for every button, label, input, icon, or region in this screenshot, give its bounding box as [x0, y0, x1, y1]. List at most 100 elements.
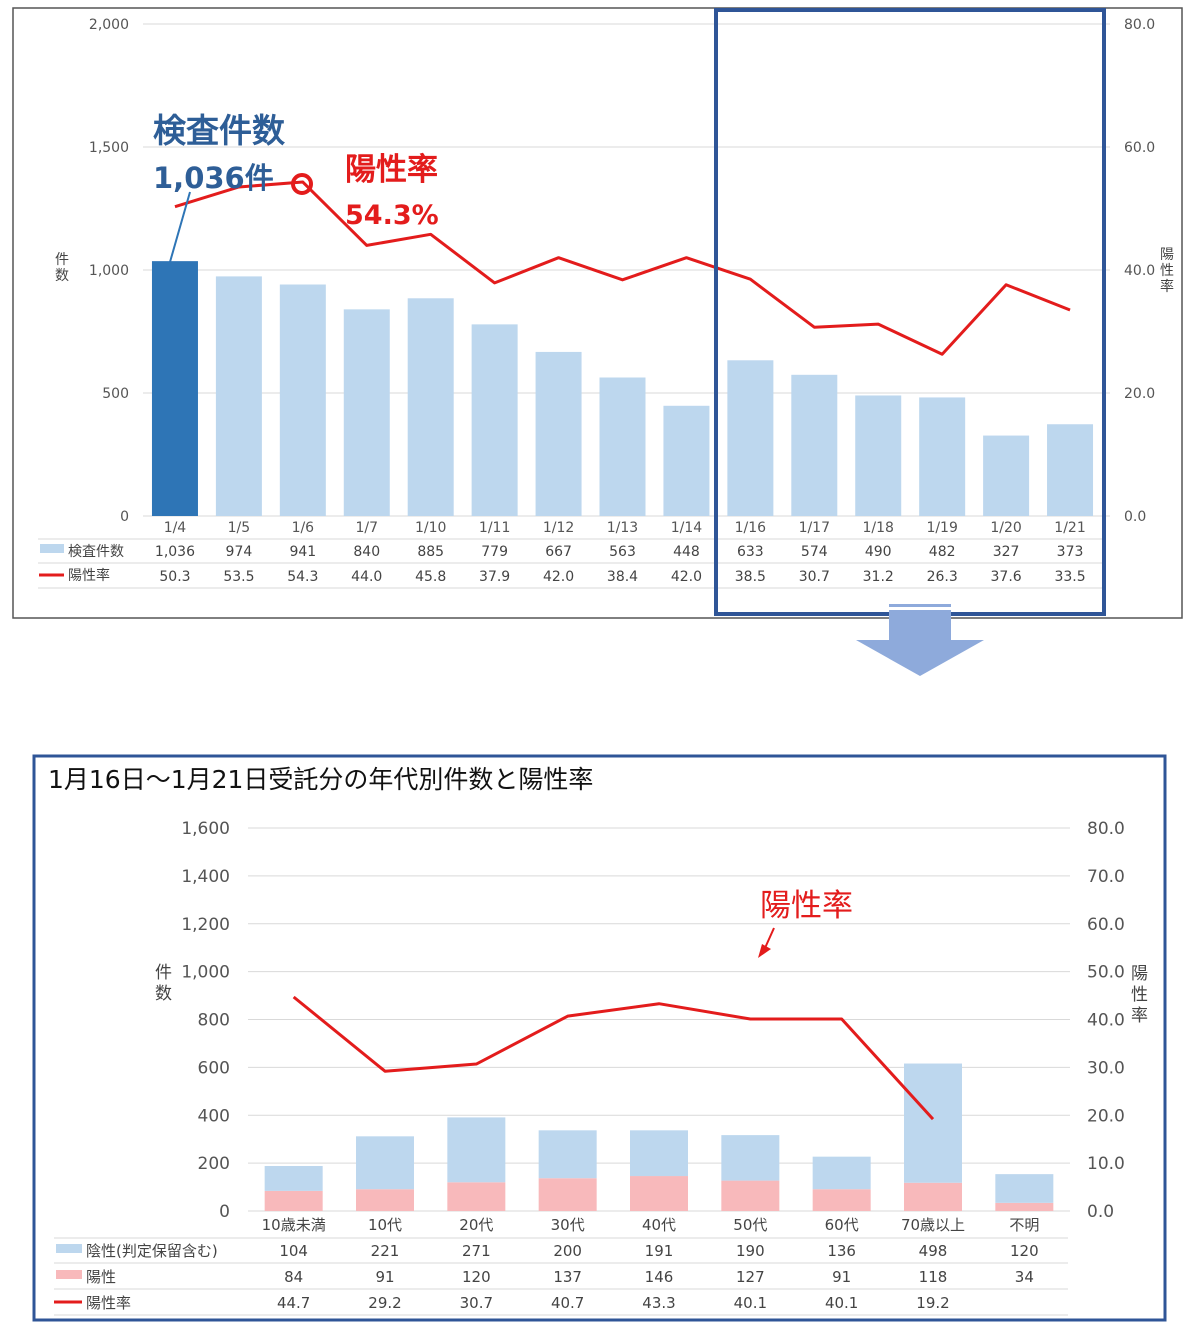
negative-bar-40代 [630, 1130, 688, 1177]
bottom-y-axis-label: 件数 [155, 963, 172, 1004]
bar-1/12 [535, 351, 582, 516]
x-tick-label: 1/21 [1054, 520, 1085, 536]
count-data-label: 885 [417, 544, 444, 560]
y-tick-label-right: 70.0 [1087, 867, 1125, 887]
legend-label-count: 検査件数 [68, 544, 124, 560]
legend-swatch-positive [56, 1270, 82, 1279]
y-tick-label-right: 60.0 [1087, 915, 1125, 935]
rate-data-label: 40.1 [825, 1294, 858, 1312]
negative-bar-70歳以上 [904, 1063, 962, 1183]
bar-1/5 [215, 276, 262, 516]
y-tick-label-right: 0.0 [1124, 509, 1146, 525]
y-tick-label: 0 [120, 509, 129, 525]
rate-annotation-arrow-icon [758, 927, 775, 958]
y-tick-label-right: 40.0 [1124, 263, 1155, 279]
rate-data-label: 38.4 [607, 569, 638, 585]
y-tick-label-right: 40.0 [1087, 1011, 1125, 1031]
negative-data-label: 136 [827, 1242, 856, 1260]
rate-data-label: 44.7 [277, 1294, 310, 1312]
y-tick-label-right: 20.0 [1087, 1106, 1125, 1126]
positive-data-label: 91 [375, 1268, 394, 1286]
bar-1/18 [855, 395, 902, 516]
positive-bar-10歳未満 [264, 1190, 323, 1211]
x-tick-label: 不明 [1009, 1216, 1039, 1234]
rate-data-label: 30.7 [799, 569, 830, 585]
bar-1/20 [983, 435, 1030, 516]
bar-1/11 [471, 324, 518, 516]
rate-data-label: 42.0 [543, 569, 574, 585]
peak-rate-marker [291, 173, 313, 195]
count-data-label: 974 [226, 544, 253, 560]
x-tick-label: 70歳以上 [901, 1216, 965, 1234]
rate-data-label: 44.0 [351, 569, 382, 585]
y-tick-label-right: 50.0 [1087, 963, 1125, 983]
bar-1/13 [599, 377, 646, 516]
count-data-label: 840 [353, 544, 380, 560]
bar-1/6 [279, 284, 326, 516]
negative-data-label: 191 [645, 1242, 674, 1260]
positive-data-label: 84 [284, 1268, 303, 1286]
positive-bar-不明 [995, 1202, 1054, 1211]
legend-swatch-count [40, 544, 64, 553]
count-annotation-pointer [169, 191, 191, 263]
positive-data-label: 120 [462, 1268, 491, 1286]
x-tick-label: 1/5 [228, 520, 251, 536]
bottom-rate-annotation: 陽性率 [760, 888, 853, 924]
down-arrow-icon [856, 604, 984, 676]
positive-data-label: 91 [832, 1268, 851, 1286]
negative-bar-10代 [356, 1136, 414, 1190]
legend-label-rate: 陽性率 [86, 1294, 131, 1312]
y-tick-label: 200 [198, 1154, 230, 1174]
x-tick-label: 30代 [551, 1216, 585, 1234]
count-data-label: 563 [609, 544, 636, 560]
count-data-label: 574 [801, 544, 828, 560]
x-tick-label: 1/20 [990, 520, 1021, 536]
bar-1/17 [791, 374, 838, 516]
negative-bar-60代 [812, 1156, 871, 1190]
x-tick-label: 1/11 [479, 520, 510, 536]
rate-data-label: 26.3 [927, 569, 958, 585]
rate-data-label: 40.1 [734, 1294, 767, 1312]
rate-data-label: 37.9 [479, 569, 510, 585]
y-tick-label: 1,200 [181, 915, 230, 935]
negative-bar-20代 [447, 1117, 506, 1183]
x-tick-label: 1/17 [799, 520, 830, 536]
x-tick-label: 1/10 [415, 520, 446, 536]
x-tick-label: 1/19 [926, 520, 957, 536]
y-tick-label: 1,000 [181, 963, 230, 983]
rate-annotation-value: 54.3% [345, 200, 439, 231]
y-tick-label: 1,000 [89, 263, 129, 279]
bar-1/21 [1047, 424, 1094, 516]
positive-data-label: 137 [553, 1268, 582, 1286]
x-tick-label: 1/6 [292, 520, 315, 536]
count-data-label: 490 [865, 544, 892, 560]
bar-1/7 [343, 309, 390, 516]
negative-data-label: 271 [462, 1242, 491, 1260]
x-tick-label: 10歳未満 [262, 1216, 326, 1234]
y-tick-label-right: 60.0 [1124, 140, 1155, 156]
rate-annotation-title: 陽性率 [345, 152, 438, 188]
legend-label-rate: 陽性率 [68, 567, 110, 584]
rate-data-label: 50.3 [159, 569, 190, 585]
positive-data-label: 127 [736, 1268, 765, 1286]
x-tick-label: 1/13 [607, 520, 638, 536]
y-tick-label: 2,000 [89, 17, 129, 33]
top-y-axis-label: 件数 [55, 252, 69, 284]
negative-bar-不明 [995, 1174, 1054, 1203]
y-tick-label: 1,500 [89, 140, 129, 156]
rate-data-label: 30.7 [460, 1294, 493, 1312]
y-tick-label-right: 80.0 [1087, 819, 1125, 839]
bar-1/14 [663, 405, 710, 516]
y-tick-label: 600 [198, 1058, 230, 1078]
bottom-chart-title: 1月16日～1月21日受託分の年代別件数と陽性率 [48, 765, 593, 794]
bottom-chart-frame [32, 754, 1167, 1322]
rate-data-label: 19.2 [916, 1294, 949, 1312]
y-tick-label: 800 [198, 1011, 230, 1031]
legend-label-negative: 陰性(判定保留含む) [86, 1242, 218, 1260]
x-tick-label: 50代 [733, 1216, 767, 1234]
positive-bar-70歳以上 [904, 1182, 962, 1211]
rate-data-label: 45.8 [415, 569, 446, 585]
negative-data-label: 120 [1010, 1242, 1039, 1260]
rate-data-label: 33.5 [1054, 569, 1085, 585]
